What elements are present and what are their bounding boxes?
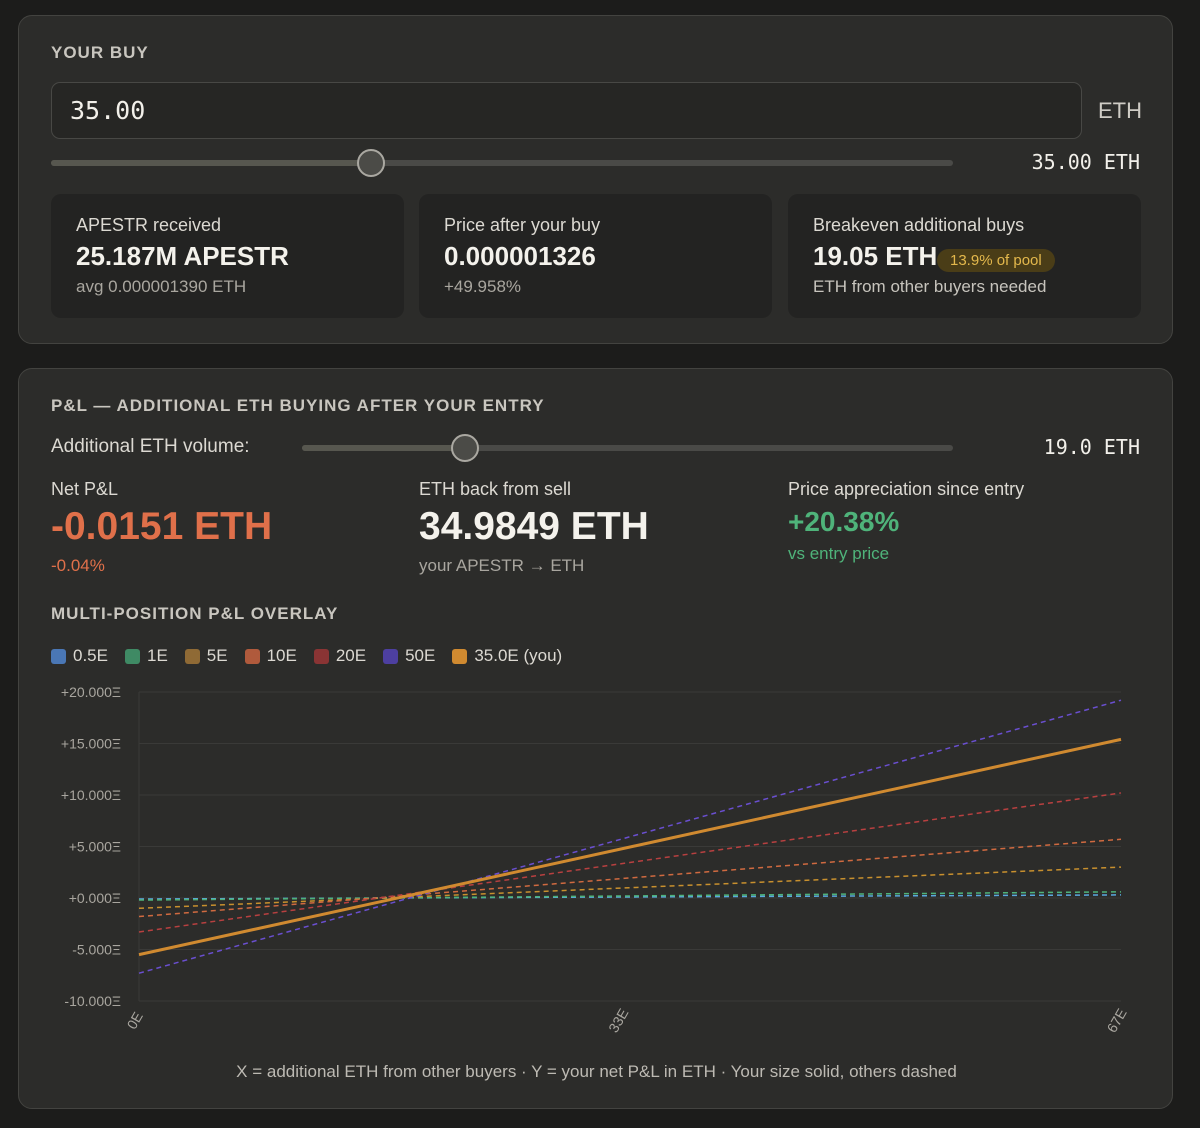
eth-back-value: 34.9849 ETH — [419, 505, 649, 548]
stat-price-after-buy: Price after your buy 0.000001326 +49.958… — [419, 194, 772, 318]
eth-back-sub: your APESTR → ETH — [419, 556, 585, 575]
net-pnl-value: -0.0151 ETH — [51, 505, 273, 548]
y-tick-label: +15.000Ξ — [61, 736, 121, 752]
series-line-20e — [138, 792, 1122, 933]
overlay-title: MULTI-POSITION P&L OVERLAY — [51, 604, 339, 623]
appreciation-label: Price appreciation since entry — [788, 479, 1025, 499]
series-line-50e — [138, 699, 1122, 974]
series-line-5e — [138, 866, 1122, 910]
chart-legend: 0.5E 1E 5E 10E 20E 50E 35.0E (you) — [51, 645, 579, 667]
legend-swatch — [51, 648, 66, 664]
legend-swatch — [383, 648, 399, 664]
y-tick-label: +5.000Ξ — [69, 839, 121, 855]
net-pnl-label: Net P&L — [51, 479, 119, 499]
volume-readout: 19.0 ETH — [1043, 435, 1140, 459]
stat-value: 19.05 ETH — [813, 241, 938, 271]
y-tick-label: +0.000Ξ — [69, 890, 121, 906]
legend-swatch — [124, 648, 140, 664]
legend-label: 0.5E — [73, 646, 108, 665]
appreciation-sub: vs entry price — [788, 544, 890, 563]
legend-item[interactable]: 50E — [383, 645, 435, 667]
volume-slider-fill — [302, 445, 465, 451]
stat-apestr-received: APESTR received 25.187M APESTR avg 0.000… — [51, 194, 404, 318]
legend-item[interactable]: 0.5E — [51, 645, 108, 667]
legend-swatch — [244, 648, 260, 664]
legend-item[interactable]: 5E — [184, 645, 228, 667]
volume-label: Additional ETH volume: — [51, 436, 250, 457]
stat-label: APESTR received — [76, 215, 222, 235]
legend-label: 5E — [206, 646, 228, 665]
stat-sub: ETH from other buyers needed — [813, 277, 1047, 296]
legend-label: 10E — [266, 646, 297, 665]
y-tick-label: +10.000Ξ — [61, 787, 121, 803]
stat-value: 25.187M APESTR — [76, 241, 289, 271]
legend-label: 1E — [146, 646, 168, 665]
pnl-title: P&L — ADDITIONAL ETH BUYING AFTER YOUR E… — [51, 396, 545, 415]
stat-label: Price after your buy — [444, 215, 601, 235]
legend-swatch — [313, 648, 329, 664]
stat-sub: avg 0.000001390 ETH — [76, 277, 247, 296]
x-tick-label: 67E — [1104, 1006, 1130, 1036]
pnl-card: P&L — ADDITIONAL ETH BUYING AFTER YOUR E… — [18, 368, 1173, 1109]
stat-value: 0.000001326 — [444, 241, 596, 271]
buy-slider-fill — [51, 160, 372, 166]
stat-label: Breakeven additional buys — [813, 215, 1025, 235]
legend-item[interactable]: 10E — [244, 645, 297, 667]
y-tick-label: -5.000Ξ — [72, 942, 121, 958]
stat-breakeven: Breakeven additional buys 19.05 ETH 13.9… — [788, 194, 1141, 318]
legend-swatch — [452, 648, 468, 664]
legend-swatch — [184, 648, 200, 664]
y-tick-label: -10.000Ξ — [64, 993, 121, 1009]
net-pnl-percent: -0.04% — [51, 556, 105, 575]
series-line-1e — [138, 891, 1122, 901]
buy-amount-input[interactable] — [51, 82, 1082, 139]
volume-slider-thumb[interactable] — [450, 434, 479, 462]
appreciation-value: +20.38% — [788, 506, 900, 537]
chart-caption: X = additional ETH from other buyers · Y… — [236, 1062, 957, 1081]
x-tick-label: 33E — [605, 1006, 631, 1036]
x-tick-label: 0E — [123, 1009, 145, 1032]
pool-percent-badge: 13.9% of pool — [937, 249, 1055, 272]
y-tick-label: +20.000Ξ — [61, 684, 121, 700]
your-buy-title: YOUR BUY — [51, 43, 149, 62]
eth-back-label: ETH back from sell — [419, 479, 572, 499]
buy-amount-slider[interactable] — [51, 149, 953, 177]
buy-slider-thumb[interactable] — [357, 149, 386, 177]
legend-label: 50E — [405, 646, 436, 665]
series-line-35-0e-you- — [138, 737, 1122, 957]
pnl-overlay-chart: +20.000Ξ +15.000Ξ +10.000Ξ +5.000Ξ +0.000Ξ -5… — [61, 684, 1130, 1036]
legend-item[interactable]: 1E — [124, 645, 168, 667]
stat-sub: +49.958% — [444, 277, 522, 296]
legend-label: 35.0E (you) — [474, 646, 563, 665]
series-line-10e — [138, 838, 1122, 918]
buy-slider-readout: 35.00 ETH — [1031, 150, 1140, 174]
legend-label: 20E — [335, 646, 367, 665]
volume-slider[interactable] — [302, 434, 953, 462]
buy-unit-label: ETH — [1098, 98, 1142, 123]
your-buy-card: YOUR BUY ETH 35.00 ETH APESTR received 2… — [18, 15, 1173, 344]
legend-item[interactable]: 20E — [313, 645, 367, 667]
legend-item[interactable]: 35.0E (you) — [452, 645, 562, 667]
